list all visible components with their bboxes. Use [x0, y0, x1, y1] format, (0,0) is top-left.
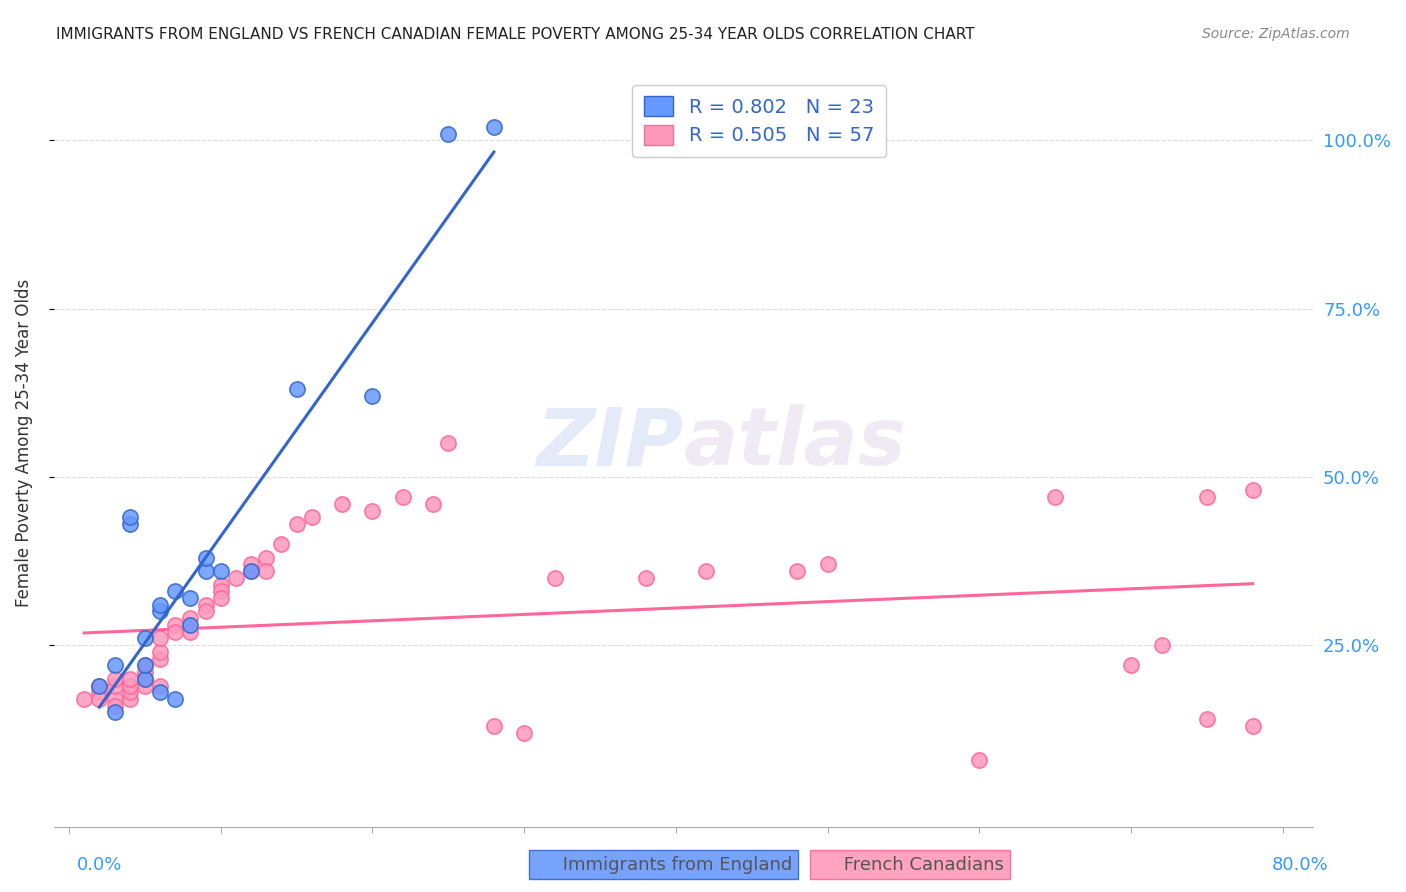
Point — [134, 658, 156, 673]
Point — [209, 564, 232, 578]
Point — [118, 692, 141, 706]
Point — [969, 753, 991, 767]
Point — [422, 497, 444, 511]
Point — [103, 658, 125, 673]
Point — [634, 571, 657, 585]
Point — [254, 550, 277, 565]
Text: 0.0%: 0.0% — [77, 855, 122, 873]
Point — [330, 497, 353, 511]
Point — [134, 665, 156, 679]
Point — [194, 564, 217, 578]
Point — [118, 516, 141, 531]
Point — [270, 537, 292, 551]
Point — [240, 558, 263, 572]
Point — [225, 571, 247, 585]
Point — [134, 632, 156, 646]
Text: IMMIGRANTS FROM ENGLAND VS FRENCH CANADIAN FEMALE POVERTY AMONG 25-34 YEAR OLDS : IMMIGRANTS FROM ENGLAND VS FRENCH CANADI… — [56, 27, 974, 42]
Point — [118, 685, 141, 699]
Point — [179, 624, 201, 639]
Point — [149, 645, 172, 659]
Point — [1241, 719, 1264, 733]
Point — [194, 598, 217, 612]
Point — [513, 725, 536, 739]
Point — [361, 389, 384, 403]
Point — [118, 510, 141, 524]
Point — [103, 698, 125, 713]
Point — [361, 503, 384, 517]
Point — [285, 383, 308, 397]
Point — [786, 564, 808, 578]
Point — [209, 591, 232, 605]
Point — [73, 692, 96, 706]
Point — [103, 679, 125, 693]
Point — [240, 564, 263, 578]
Point — [543, 571, 565, 585]
Point — [482, 120, 505, 134]
Point — [1150, 638, 1173, 652]
Point — [1121, 658, 1143, 673]
Point — [89, 679, 111, 693]
Legend: R = 0.802   N = 23, R = 0.505   N = 57: R = 0.802 N = 23, R = 0.505 N = 57 — [633, 85, 886, 157]
Text: French Canadians: French Canadians — [815, 855, 1004, 873]
Point — [179, 591, 201, 605]
Point — [134, 658, 156, 673]
Point — [89, 685, 111, 699]
Point — [254, 564, 277, 578]
Point — [149, 598, 172, 612]
Point — [482, 719, 505, 733]
Point — [179, 618, 201, 632]
Point — [1197, 490, 1219, 504]
Point — [149, 632, 172, 646]
Point — [194, 605, 217, 619]
Point — [209, 577, 232, 591]
Point — [285, 516, 308, 531]
Point — [817, 558, 839, 572]
Text: Immigrants from England: Immigrants from England — [534, 855, 793, 873]
Point — [149, 651, 172, 665]
Point — [134, 679, 156, 693]
Point — [1197, 712, 1219, 726]
Point — [240, 564, 263, 578]
Point — [1241, 483, 1264, 498]
Point — [149, 605, 172, 619]
Point — [165, 692, 187, 706]
Point — [134, 672, 156, 686]
Point — [437, 127, 460, 141]
Text: Source: ZipAtlas.com: Source: ZipAtlas.com — [1202, 27, 1350, 41]
Point — [103, 692, 125, 706]
Point — [134, 672, 156, 686]
Point — [209, 584, 232, 599]
Point — [118, 679, 141, 693]
Point — [118, 672, 141, 686]
Point — [89, 692, 111, 706]
Point — [89, 679, 111, 693]
Point — [103, 672, 125, 686]
Text: 80.0%: 80.0% — [1272, 855, 1329, 873]
Point — [149, 679, 172, 693]
Point — [179, 611, 201, 625]
Point — [165, 618, 187, 632]
Point — [149, 685, 172, 699]
Point — [1045, 490, 1067, 504]
Point — [103, 706, 125, 720]
Point — [194, 550, 217, 565]
Text: ZIP: ZIP — [536, 404, 683, 483]
Point — [695, 564, 717, 578]
Point — [301, 510, 323, 524]
Text: atlas: atlas — [683, 404, 907, 483]
Point — [437, 436, 460, 450]
Point — [392, 490, 415, 504]
Point — [165, 624, 187, 639]
Y-axis label: Female Poverty Among 25-34 Year Olds: Female Poverty Among 25-34 Year Olds — [15, 279, 32, 607]
Point — [165, 584, 187, 599]
